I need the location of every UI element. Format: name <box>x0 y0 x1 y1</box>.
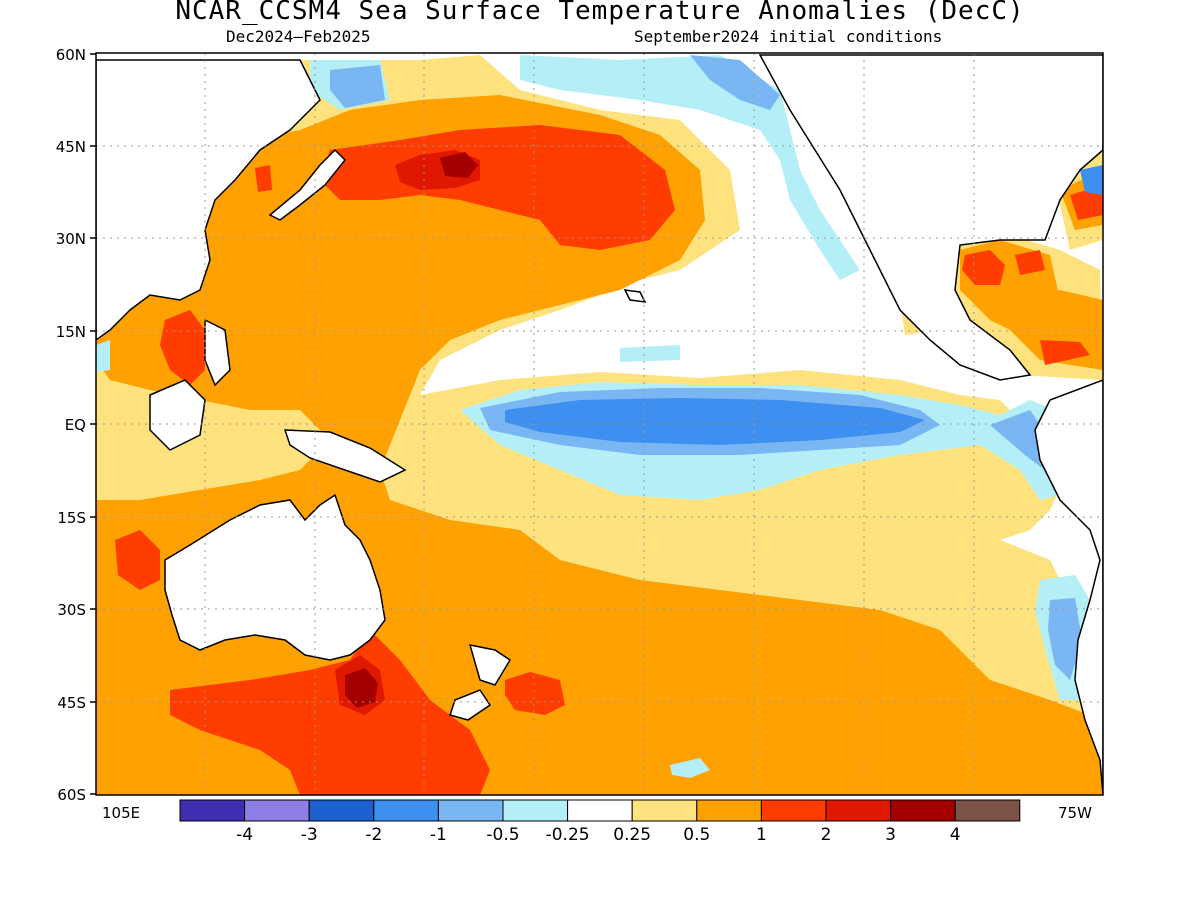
colorbar-label: 3 <box>885 825 896 845</box>
colorbar: -4 -3 -2 -1 -0.5 -0.25 0.25 0.5 1 2 3 4 <box>179 799 1021 845</box>
lon-label-east: 75W <box>1058 804 1092 822</box>
colorbar-swatch <box>244 799 310 822</box>
colorbar-swatch <box>760 799 827 822</box>
colorbar-swatch <box>696 799 762 822</box>
forecast-period: Dec2024–Feb2025 <box>226 27 371 46</box>
anomaly-band-3-4 <box>345 152 478 708</box>
new-zealand-north <box>468 644 512 686</box>
colorbar-label: 0.5 <box>683 825 710 845</box>
colorbar-label: -0.25 <box>546 825 590 845</box>
new-zealand-south <box>449 689 492 721</box>
lat-label: 15S <box>57 509 86 527</box>
colorbar-swatch <box>179 799 246 822</box>
colorbar-label: 4 <box>950 825 961 845</box>
australia-landmass <box>164 493 386 661</box>
asia-coast <box>96 59 321 341</box>
colorbar-swatch <box>954 799 1021 822</box>
anomaly-band-1-2 <box>115 125 1103 795</box>
colorbar-label: -2 <box>365 825 382 845</box>
lat-labels: 60N 45N 30N 15N EQ 15S 30S 45S 60S <box>56 46 86 804</box>
colorbar-swatch <box>567 799 633 822</box>
lat-label: 45S <box>57 694 86 712</box>
borneo <box>149 379 206 451</box>
lat-label: 15N <box>56 323 86 341</box>
lat-label: 60N <box>56 46 86 64</box>
colorbar-swatch <box>631 799 698 822</box>
lat-label: 60S <box>57 786 86 804</box>
lat-label: EQ <box>65 416 86 434</box>
lat-label: 30S <box>57 601 86 619</box>
colorbar-swatch <box>437 799 504 822</box>
north-america-coast <box>758 54 1103 381</box>
colorbar-label: 2 <box>821 825 832 845</box>
map-title: NCAR_CCSM4 Sea Surface Temperature Anoma… <box>175 0 1025 26</box>
colorbar-swatch <box>373 799 439 822</box>
colorbar-label: -1 <box>430 825 447 845</box>
initial-conditions: September2024 initial conditions <box>634 27 943 46</box>
japan <box>268 148 347 221</box>
lat-ticks <box>90 53 96 795</box>
lat-label: 45N <box>56 138 86 156</box>
colorbar-label: 1 <box>756 825 767 845</box>
anomaly-band-neg-1 <box>505 165 1103 445</box>
lat-label: 30N <box>56 230 86 248</box>
hawaii-islands <box>623 289 647 303</box>
colorbar-label: 0.25 <box>613 825 651 845</box>
colorbar-swatch <box>825 799 892 822</box>
colorbar-label: -3 <box>301 825 318 845</box>
colorbar-label: -4 <box>236 825 253 845</box>
coastlines <box>96 54 1103 795</box>
colorbar-label: -0.5 <box>486 825 519 845</box>
colorbar-swatch <box>890 799 956 822</box>
new-guinea <box>283 429 407 483</box>
lat-lon-grid <box>96 53 1103 795</box>
lon-label-west: 105E <box>102 804 140 822</box>
philippines <box>204 318 231 387</box>
colorbar-swatch <box>502 799 569 822</box>
colorbar-swatch <box>308 799 375 822</box>
